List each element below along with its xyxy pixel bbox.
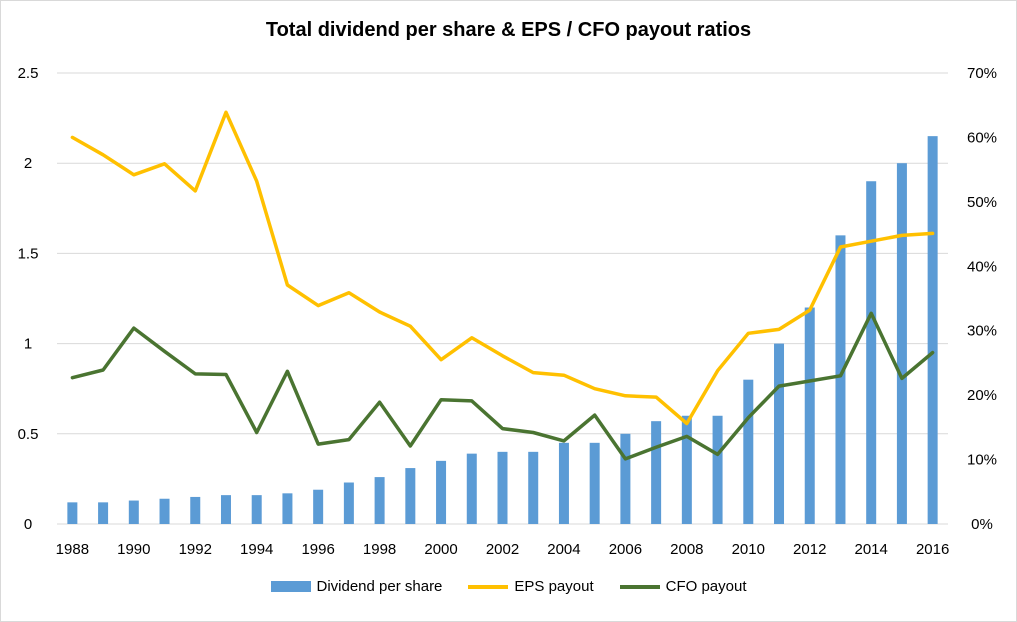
legend-item-eps: EPS payout — [468, 578, 594, 595]
bar-dividend-1998 — [374, 477, 385, 524]
bar-dividend-2000 — [436, 460, 447, 524]
bar-dividend-1999 — [405, 468, 416, 524]
x-tick-label: 1996 — [301, 541, 334, 558]
right-tick-label: 40% — [967, 258, 997, 275]
x-tick-label: 2006 — [609, 541, 642, 558]
bar-dividend-2002 — [497, 451, 508, 524]
bar-dividend-1997 — [343, 482, 354, 524]
bar-dividend-2006 — [620, 433, 631, 524]
bar-dividend-2015 — [896, 163, 907, 524]
x-tick-label: 1988 — [56, 541, 89, 558]
bar-dividend-2010 — [743, 379, 754, 524]
bar-dividend-1992 — [190, 496, 201, 524]
x-tick-label: 2008 — [670, 541, 703, 558]
line-cfo-payout — [70, 311, 935, 461]
bar-dividend-2014 — [866, 181, 877, 525]
right-tick-label: 0% — [971, 516, 993, 533]
x-tick-label: 2012 — [793, 541, 826, 558]
bar-dividend-1990 — [128, 500, 139, 524]
right-tick-label: 70% — [967, 65, 997, 82]
bar-dividend-2011 — [774, 343, 785, 524]
bar-dividend-1993 — [220, 495, 231, 524]
bar-dividend-2003 — [528, 451, 539, 524]
left-tick-label: 0 — [24, 516, 32, 533]
bar-dividend-2007 — [651, 421, 662, 524]
left-tick-label: 1.5 — [18, 245, 39, 262]
bar-dividend-2004 — [558, 442, 569, 524]
bar-dividend-2001 — [466, 453, 477, 524]
bar-dividend-1988 — [67, 502, 78, 524]
x-tick-label: 2010 — [732, 541, 765, 558]
line-eps-payout — [70, 110, 935, 426]
right-axis-ticks: 0% 10% 20% 30% 40% 50% 60% 70% — [967, 65, 997, 533]
bar-dividend-2012 — [804, 307, 815, 524]
right-tick-label: 50% — [967, 194, 997, 211]
legend-swatch-cfo — [619, 584, 660, 589]
left-tick-label: 0.5 — [18, 426, 39, 443]
right-tick-label: 20% — [967, 387, 997, 404]
x-tick-label: 2000 — [424, 541, 457, 558]
right-tick-label: 30% — [967, 323, 997, 340]
dividend-bars — [67, 136, 938, 525]
legend-label-dividend: Dividend per share — [316, 578, 443, 595]
bar-dividend-2008 — [681, 415, 692, 524]
x-tick-label: 1998 — [363, 541, 396, 558]
x-tick-label: 2016 — [916, 541, 949, 558]
legend-swatch-dividend — [270, 581, 311, 592]
legend-label-eps: EPS payout — [514, 578, 594, 595]
x-tick-label: 1992 — [179, 541, 212, 558]
bar-dividend-2016 — [927, 136, 938, 524]
x-tick-label: 2014 — [855, 541, 888, 558]
legend-item-dividend: Dividend per share — [270, 578, 443, 595]
bar-dividend-1995 — [282, 493, 293, 524]
bar-dividend-1994 — [251, 495, 262, 524]
bar-dividend-2013 — [835, 235, 846, 525]
left-axis-ticks: 0 0.5 1 1.5 2 2.5 — [18, 65, 39, 533]
right-tick-label: 10% — [967, 452, 997, 469]
bar-dividend-1989 — [98, 502, 109, 524]
x-tick-label: 1994 — [240, 541, 273, 558]
x-axis-ticks: 1988 1990 1992 1994 1996 1998 2000 2002 2004 2006… — [56, 541, 950, 558]
x-tick-label: 2002 — [486, 541, 519, 558]
bar-dividend-1996 — [313, 489, 324, 524]
legend-item-cfo: CFO payout — [619, 578, 747, 595]
bar-dividend-2005 — [589, 442, 600, 524]
left-tick-label: 2.5 — [18, 65, 39, 82]
bar-dividend-1991 — [159, 498, 170, 524]
chart-title: Total dividend per share & EPS / CFO pay… — [265, 19, 752, 41]
left-tick-label: 1 — [24, 336, 32, 353]
left-tick-label: 2 — [24, 155, 32, 172]
legend: Dividend per share EPS payout CFO payout — [0, 578, 1017, 595]
legend-swatch-eps — [468, 584, 509, 589]
x-tick-label: 2004 — [547, 541, 580, 558]
x-tick-label: 1990 — [117, 541, 150, 558]
right-tick-label: 60% — [967, 129, 997, 146]
legend-label-cfo: CFO payout — [665, 578, 747, 595]
bar-dividend-2009 — [712, 415, 723, 524]
payout-lines — [70, 110, 935, 461]
